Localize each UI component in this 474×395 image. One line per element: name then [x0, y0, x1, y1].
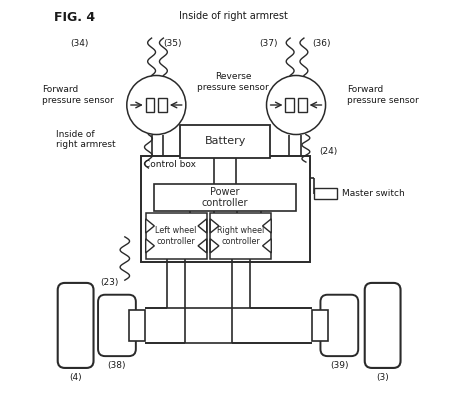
- Text: Battery: Battery: [204, 136, 246, 147]
- Polygon shape: [210, 219, 219, 233]
- FancyBboxPatch shape: [320, 295, 358, 356]
- Text: Master switch: Master switch: [342, 190, 405, 198]
- Text: Forward
pressure sensor: Forward pressure sensor: [42, 85, 114, 105]
- Text: Control box: Control box: [144, 160, 196, 169]
- Text: (24): (24): [319, 147, 338, 156]
- Text: (34): (34): [70, 40, 89, 49]
- FancyBboxPatch shape: [98, 295, 136, 356]
- Bar: [141, 156, 310, 262]
- Circle shape: [127, 75, 186, 135]
- Bar: [285, 98, 294, 112]
- Bar: [314, 188, 337, 199]
- Bar: [298, 98, 307, 112]
- Bar: [180, 125, 271, 158]
- Text: Right wheel
controller: Right wheel controller: [217, 226, 264, 246]
- Polygon shape: [263, 239, 271, 253]
- Text: Forward
pressure sensor: Forward pressure sensor: [347, 85, 419, 105]
- Text: (35): (35): [163, 40, 181, 49]
- Text: Inside of right armrest: Inside of right armrest: [179, 11, 288, 21]
- Bar: [146, 98, 155, 112]
- Text: (36): (36): [312, 40, 331, 49]
- Polygon shape: [210, 239, 219, 253]
- Bar: [155, 184, 296, 211]
- Bar: [158, 98, 167, 112]
- Text: Reverse
pressure sensor: Reverse pressure sensor: [197, 72, 269, 92]
- Text: FIG. 4: FIG. 4: [54, 11, 95, 24]
- FancyBboxPatch shape: [58, 283, 93, 368]
- Bar: [312, 310, 328, 341]
- Polygon shape: [263, 219, 271, 233]
- Text: (39): (39): [330, 361, 348, 370]
- Bar: [129, 310, 145, 341]
- Text: (4): (4): [69, 372, 82, 382]
- Polygon shape: [146, 219, 155, 233]
- Circle shape: [266, 75, 326, 135]
- Polygon shape: [146, 239, 155, 253]
- Polygon shape: [198, 219, 207, 233]
- Text: (37): (37): [259, 40, 278, 49]
- Text: (38): (38): [108, 361, 126, 370]
- Text: Inside of
right armrest: Inside of right armrest: [56, 130, 116, 149]
- Bar: [210, 213, 271, 258]
- Text: Left wheel
controller: Left wheel controller: [155, 226, 197, 246]
- Text: (3): (3): [376, 372, 389, 382]
- Text: Power
controller: Power controller: [202, 187, 248, 208]
- Polygon shape: [198, 239, 207, 253]
- FancyBboxPatch shape: [365, 283, 401, 368]
- Text: (23): (23): [100, 278, 118, 287]
- Bar: [146, 213, 207, 258]
